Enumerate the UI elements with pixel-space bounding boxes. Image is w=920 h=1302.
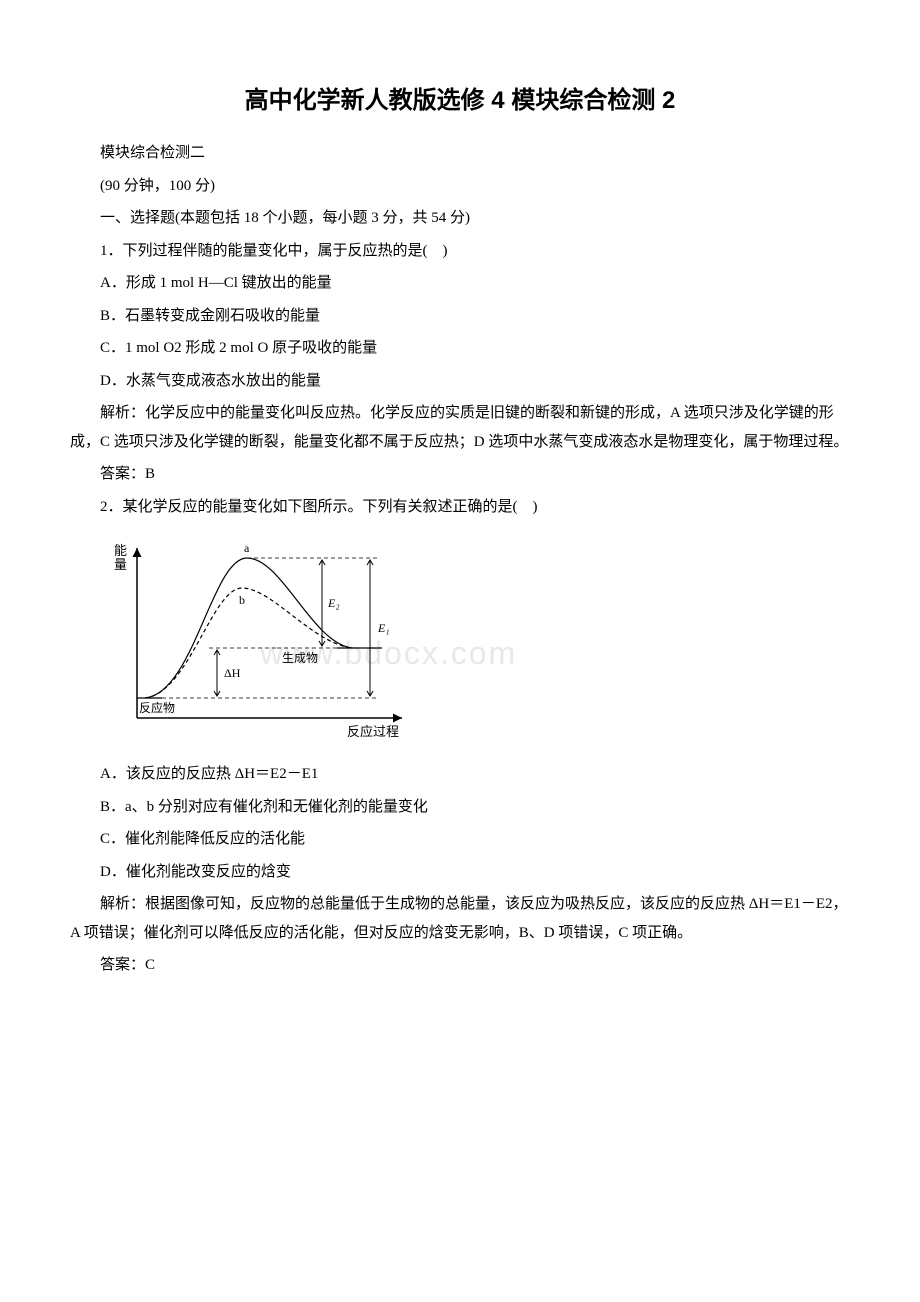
svg-text:生成物: 生成物 (282, 651, 318, 665)
svg-text:能: 能 (114, 543, 127, 558)
svg-text:E₁: E₁ (377, 621, 390, 635)
subtitle: 模块综合检测二 (70, 139, 850, 168)
q1-stem: 1．下列过程伴随的能量变化中，属于反应热的是( ) (70, 237, 850, 266)
q2-option-b: B．a、b 分别对应有催化剂和无催化剂的能量变化 (70, 793, 850, 822)
svg-text:反应过程: 反应过程 (347, 724, 399, 739)
energy-diagram: 能量反应过程 a b E₂ E₁ ΔH 反应物 生成物 (102, 533, 422, 748)
svg-text:b: b (239, 593, 245, 607)
svg-text:反应物: 反应物 (139, 700, 175, 715)
q1-analysis: 解析：化学反应中的能量变化叫反应热。化学反应的实质是旧键的断裂和新键的形成，A … (70, 399, 850, 456)
q1-option-c: C．1 mol O2 形成 2 mol O 原子吸收的能量 (70, 334, 850, 363)
document-content: 高中化学新人教版选修 4 模块综合检测 2 模块综合检测二 (90 分钟，100… (70, 80, 850, 980)
energy-chart-svg: 能量反应过程 a b E₂ E₁ ΔH 反应物 生成物 (102, 533, 422, 743)
q1-option-a: A．形成 1 mol H—Cl 键放出的能量 (70, 269, 850, 298)
q2-answer: 答案：C (70, 951, 850, 980)
q1-option-d: D．水蒸气变成液态水放出的能量 (70, 367, 850, 396)
duration: (90 分钟，100 分) (70, 172, 850, 201)
q2-stem: 2．某化学反应的能量变化如下图所示。下列有关叙述正确的是( ) (70, 493, 850, 522)
svg-text:ΔH: ΔH (224, 666, 241, 680)
q1-answer: 答案：B (70, 460, 850, 489)
page-title: 高中化学新人教版选修 4 模块综合检测 2 (70, 80, 850, 115)
section-header: 一、选择题(本题包括 18 个小题，每小题 3 分，共 54 分) (70, 204, 850, 233)
svg-text:a: a (244, 541, 250, 555)
q1-option-b: B．石墨转变成金刚石吸收的能量 (70, 302, 850, 331)
svg-text:E₂: E₂ (327, 596, 340, 610)
q2-option-d: D．催化剂能改变反应的焓变 (70, 858, 850, 887)
q2-option-a: A．该反应的反应热 ΔH＝E2－E1 (70, 760, 850, 789)
svg-text:量: 量 (114, 557, 127, 572)
q2-analysis: 解析：根据图像可知，反应物的总能量低于生成物的总能量，该反应为吸热反应，该反应的… (70, 890, 850, 947)
q2-option-c: C．催化剂能降低反应的活化能 (70, 825, 850, 854)
